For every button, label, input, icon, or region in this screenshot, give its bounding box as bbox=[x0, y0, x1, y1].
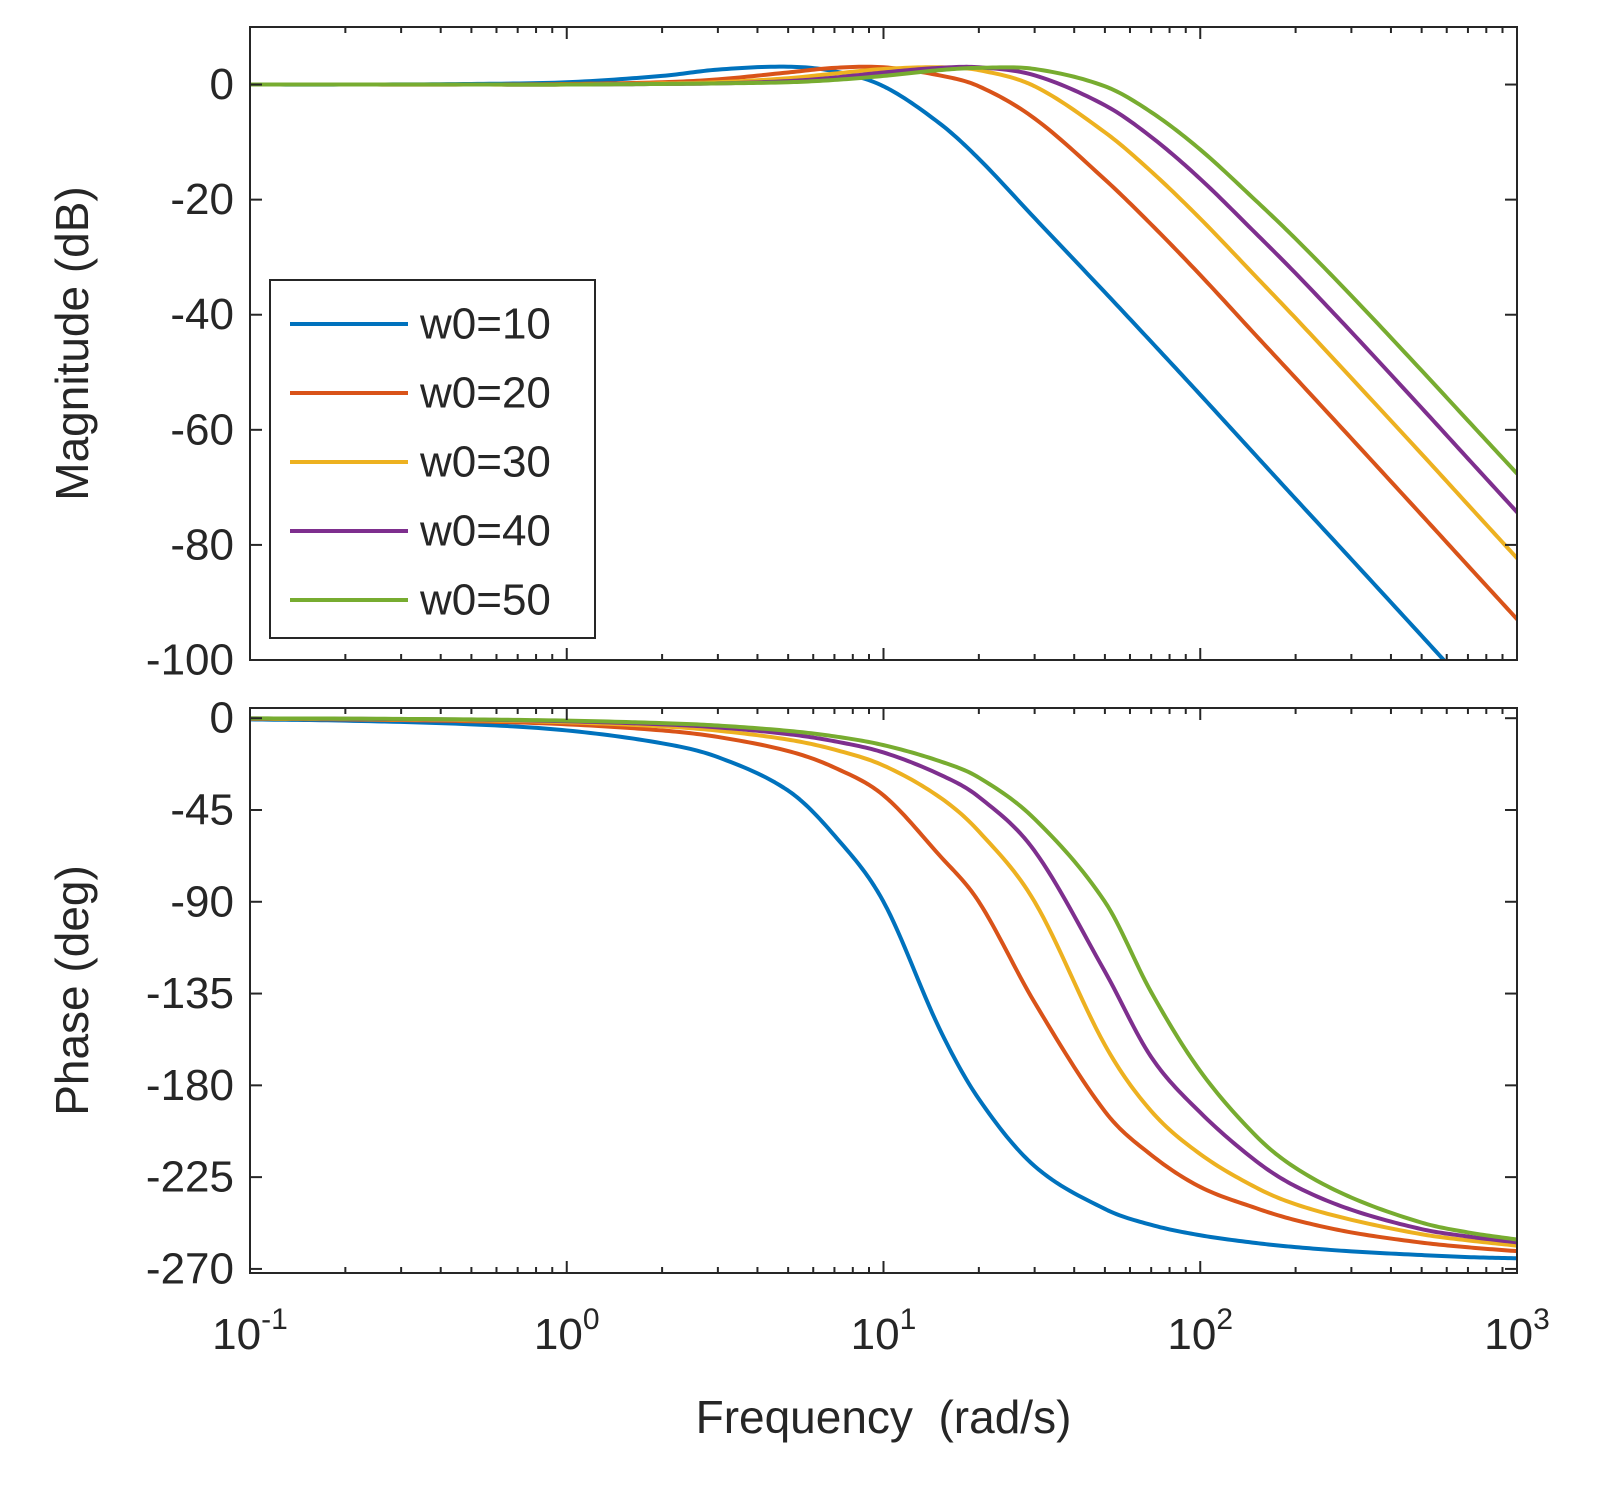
phase-y-tick-label: -180 bbox=[146, 1061, 234, 1110]
phase-y-tick-label: 0 bbox=[210, 694, 234, 743]
frequency-x-tick-label: 103 bbox=[1484, 1303, 1550, 1359]
magnitude-y-tick-label: -60 bbox=[170, 405, 234, 454]
phase-axes-frame bbox=[249, 707, 1518, 1274]
phase-y-tick-label: -135 bbox=[146, 969, 234, 1018]
frequency-x-tick-label: 100 bbox=[534, 1303, 600, 1359]
magnitude-y-tick-label: 0 bbox=[210, 60, 234, 109]
magnitude-plot: 0-20-40-60-80-100 Magnitude (dB) w0=10w0… bbox=[46, 26, 1518, 685]
x-tick-label-exponent: 3 bbox=[1533, 1303, 1550, 1336]
legend-label: w0=30 bbox=[419, 438, 551, 487]
phase-series-group bbox=[250, 716, 1517, 1261]
phase-y-tick-label: -90 bbox=[170, 877, 234, 926]
magnitude-y-axis-title: Magnitude (dB) bbox=[46, 186, 98, 501]
magnitude-y-tick-labels: 0 -20 -40 -60 -80 -100 bbox=[146, 60, 234, 684]
legend-entries: w0=10 w0=20 w0=30 w0=40 w0=50 bbox=[290, 300, 551, 625]
magnitude-series-group bbox=[250, 64, 1517, 660]
legend-item: w0=50 bbox=[290, 576, 551, 625]
legend-label: w0=50 bbox=[419, 576, 551, 625]
phase-y-tick-label: -45 bbox=[170, 785, 234, 834]
magnitude-y-tick-label: -80 bbox=[170, 520, 234, 569]
phase-y-axis-title: Phase (deg) bbox=[46, 865, 98, 1116]
frequency-x-tick-label: 101 bbox=[851, 1303, 917, 1359]
phase-series-line-w0-20 bbox=[250, 716, 1517, 1254]
x-tick-label-base: 10 bbox=[851, 1310, 900, 1359]
x-tick-label-base: 10 bbox=[1484, 1310, 1533, 1359]
x-tick-label-base: 10 bbox=[1167, 1310, 1216, 1359]
phase-y-tick-label: -270 bbox=[146, 1244, 234, 1293]
x-tick-label-exponent: 1 bbox=[900, 1303, 917, 1336]
legend-label: w0=10 bbox=[419, 300, 551, 349]
legend-item: w0=10 bbox=[290, 300, 551, 349]
x-tick-label-base: 10 bbox=[534, 1310, 583, 1359]
phase-y-tick-label: -225 bbox=[146, 1153, 234, 1202]
frequency-x-axis-title: Frequency (rad/s) bbox=[696, 1391, 1072, 1443]
magnitude-axes-frame bbox=[249, 26, 1518, 661]
legend-item: w0=40 bbox=[290, 507, 551, 556]
frequency-x-tick-labels: 10-1 100 101 102 103 bbox=[212, 1303, 1550, 1359]
legend-box bbox=[269, 279, 596, 639]
legend-item: w0=20 bbox=[290, 369, 551, 418]
phase-axes-box bbox=[250, 708, 1517, 1273]
legend-label: w0=20 bbox=[419, 369, 551, 418]
x-tick-label-base: 10 bbox=[212, 1310, 261, 1359]
phase-series-line-w0-10 bbox=[250, 717, 1517, 1261]
x-tick-label-exponent: -1 bbox=[261, 1303, 288, 1336]
legend: w0=10 w0=20 w0=30 w0=40 w0=50 bbox=[269, 279, 596, 639]
magnitude-series-line-w0-50 bbox=[250, 65, 1517, 476]
phase-plot: 0-45-90-135-180-225-270 10-1 100 101 102 103… bbox=[46, 694, 1550, 1443]
magnitude-y-tick-label: -100 bbox=[146, 636, 234, 685]
magnitude-y-tick-label: -40 bbox=[170, 290, 234, 339]
frequency-x-tick-label: 102 bbox=[1167, 1303, 1233, 1359]
phase-y-tick-labels: 0 -45 -90 -135 -180 -225 -270 bbox=[146, 694, 234, 1294]
phase-series-line-w0-50 bbox=[250, 716, 1517, 1242]
magnitude-y-tick-label: -20 bbox=[170, 175, 234, 224]
magnitude-series-line-w0-10 bbox=[250, 64, 1447, 660]
legend-item: w0=30 bbox=[290, 438, 551, 487]
legend-label: w0=40 bbox=[419, 507, 551, 556]
x-tick-label-exponent: 0 bbox=[583, 1303, 600, 1336]
x-tick-label-exponent: 2 bbox=[1216, 1303, 1233, 1336]
frequency-x-tick-label: 10-1 bbox=[212, 1303, 288, 1359]
